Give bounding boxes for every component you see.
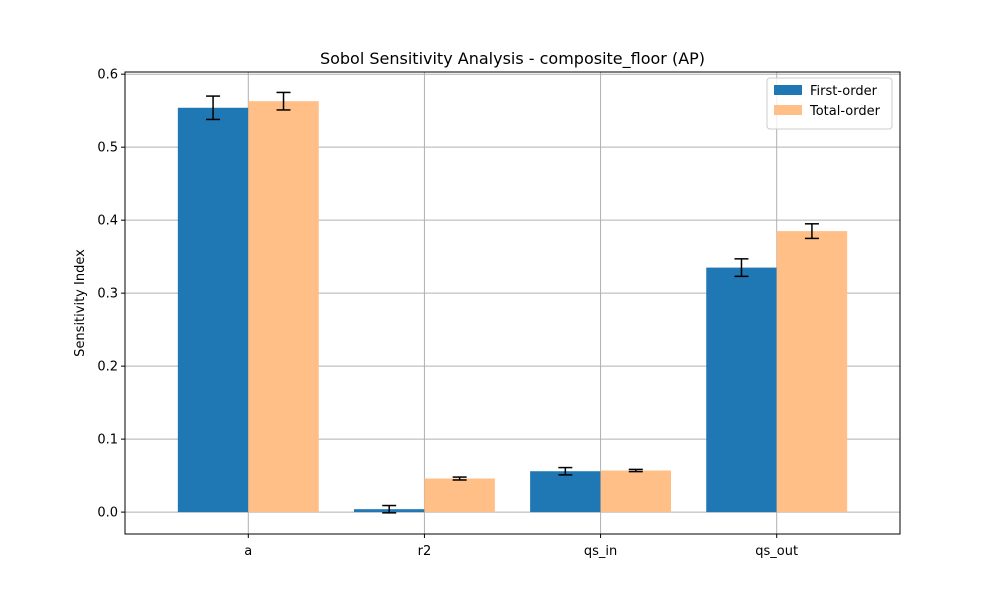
legend: First-order Total-order [766, 77, 893, 130]
x-axis: a r2 qs_in qs_out [244, 534, 798, 559]
chart-title: Sobol Sensitivity Analysis - composite_f… [320, 49, 705, 69]
bar-first-order [530, 471, 601, 513]
y-tick-label: 0.4 [97, 214, 118, 229]
plot-area-frame [124, 71, 901, 535]
bar-total-order [424, 478, 495, 513]
y-tick-label: 0.6 [97, 68, 118, 83]
bar-first-order [706, 267, 777, 513]
bar-total-order [248, 101, 319, 513]
bar-first-order [177, 107, 249, 513]
error-bars [206, 91, 819, 514]
y-tick-label: 0.1 [97, 433, 118, 448]
legend-swatch [774, 85, 802, 95]
legend-label: First-order [810, 84, 878, 99]
y-tick-label: 0.3 [97, 287, 118, 302]
x-tick-label: qs_out [755, 544, 798, 559]
bar-total-order [776, 231, 848, 513]
bar-total-order [600, 470, 672, 513]
y-axis: 0.0 0.1 0.2 0.3 0.4 0.5 0.6 [97, 68, 125, 521]
y-axis-label: Sensitivity Index [73, 249, 88, 357]
x-tick-label: a [244, 544, 252, 559]
legend-label: Total-order [809, 104, 881, 119]
y-tick-label: 0.5 [97, 141, 118, 156]
legend-swatch [774, 105, 802, 115]
bars [177, 101, 848, 513]
x-tick-label: qs_in [584, 544, 617, 559]
y-tick-label: 0.2 [97, 360, 118, 375]
y-tick-label: 0.0 [97, 506, 118, 521]
x-tick-label: r2 [418, 544, 432, 559]
